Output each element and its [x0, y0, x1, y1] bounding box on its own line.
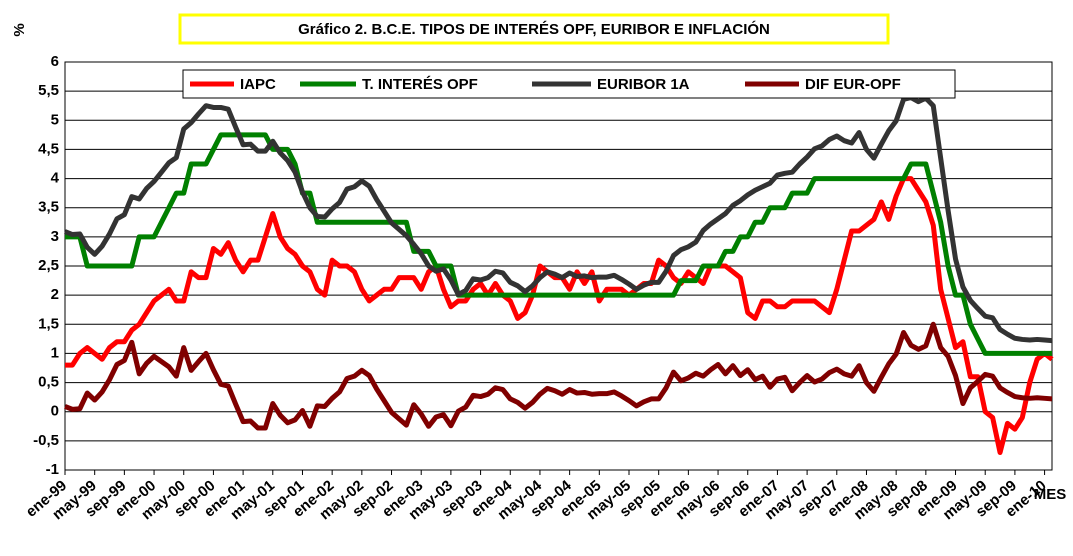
line-series [64, 321, 1053, 431]
y-tick-label: -1 [46, 461, 59, 478]
y-tick-label: 0,5 [38, 374, 59, 391]
legend-label: DIF EUR-OPF [805, 76, 901, 93]
y-tick-label: 3 [51, 228, 59, 245]
line-series [64, 95, 1053, 344]
chart-title: Gráfico 2. B.C.E. TIPOS DE INTERÉS OPF, … [298, 20, 770, 38]
y-axis-label: % [11, 23, 28, 36]
legend-label: EURIBOR 1A [597, 76, 690, 93]
y-tick-label: 4,5 [38, 140, 59, 157]
legend-label: T. INTERÉS OPF [362, 76, 478, 93]
y-tick-label: 5 [51, 111, 59, 128]
y-tick-label: 1 [51, 344, 59, 361]
y-tick-label: 2 [51, 286, 59, 303]
y-tick-label: -0,5 [33, 432, 59, 449]
y-tick-label: 2,5 [38, 257, 59, 274]
y-tick-label: 3,5 [38, 199, 59, 216]
title-box [178, 13, 890, 45]
line-series [65, 132, 1052, 356]
y-tick-label: 5,5 [38, 82, 59, 99]
y-tick-label: 4 [51, 170, 60, 187]
legend-label: IAPC [240, 76, 276, 93]
y-tick-label: 1,5 [38, 315, 59, 332]
x-axis-label: MES [1034, 486, 1067, 503]
y-tick-label: 6 [51, 53, 59, 70]
y-tick-label: 0 [51, 403, 59, 420]
